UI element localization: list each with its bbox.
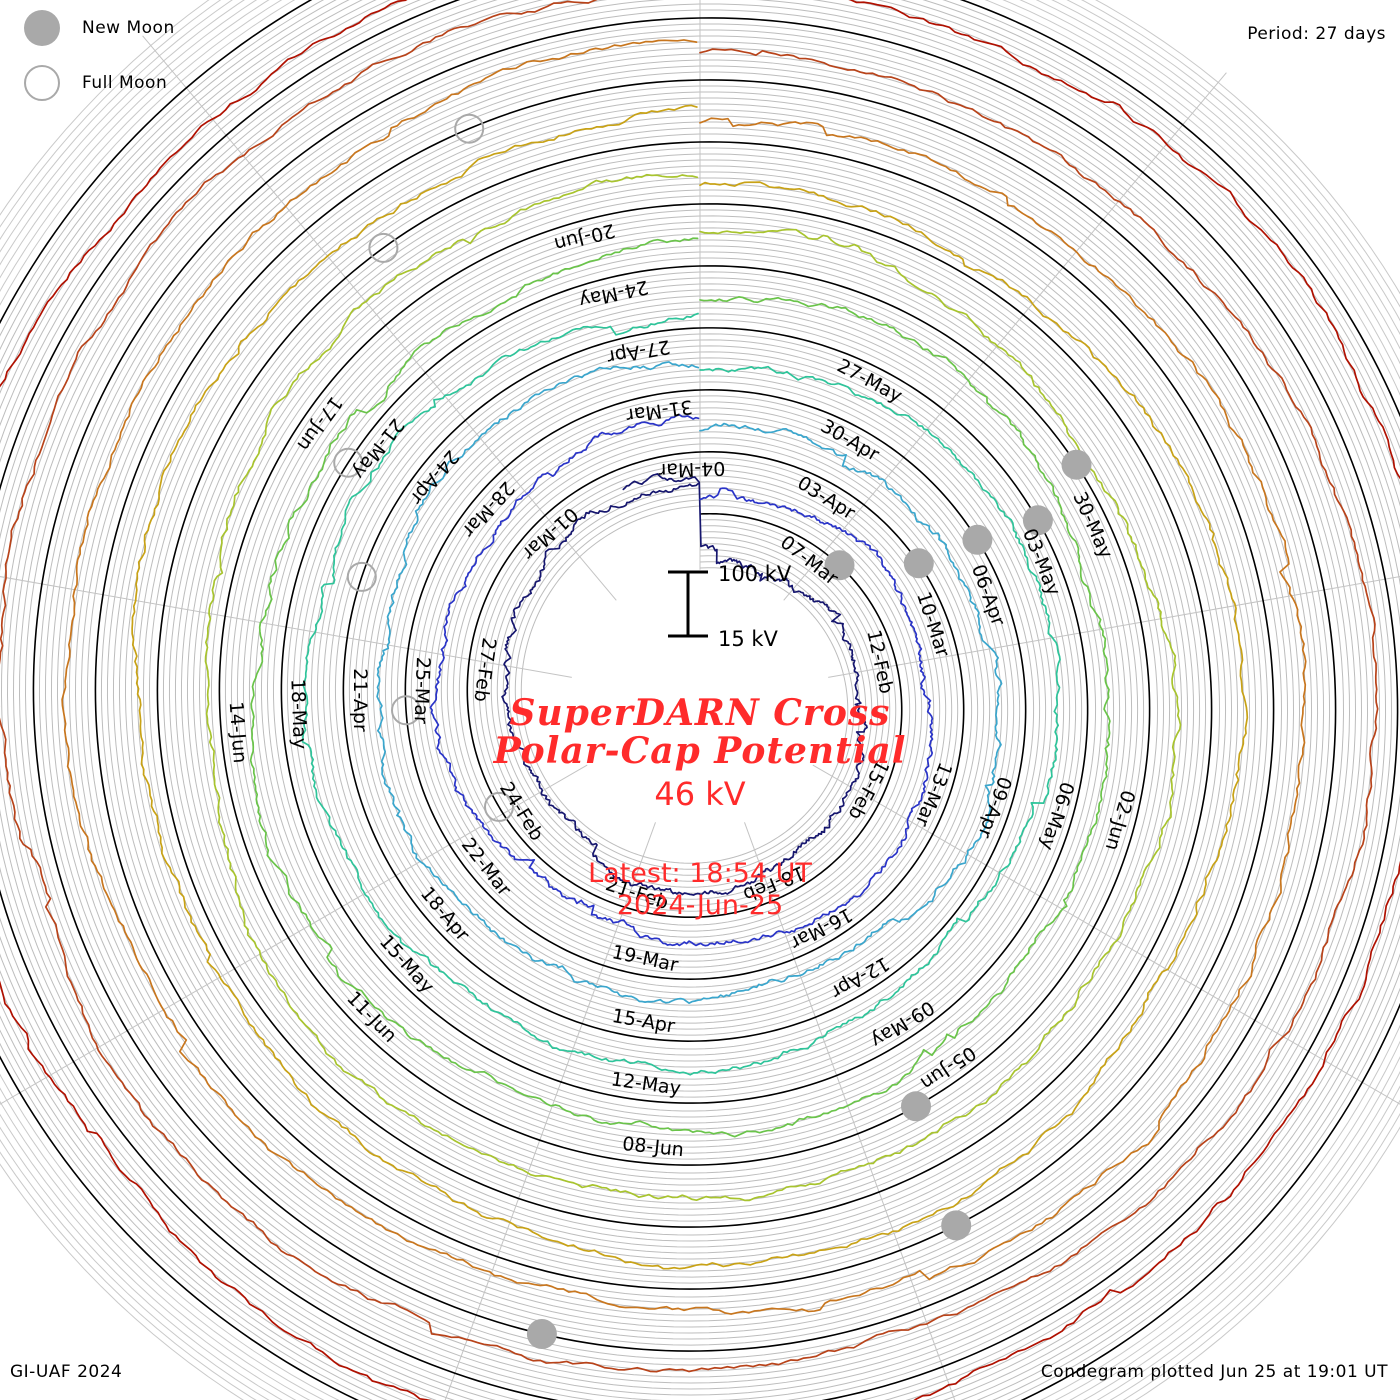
scale-bar [668, 570, 708, 638]
date-label: 21-Apr [349, 668, 371, 732]
legend-label-full-moon: Full Moon [82, 73, 168, 93]
page-title-line1: SuperDARN Cross [509, 692, 891, 734]
period-label: Period: 27 days [1247, 24, 1386, 44]
scale-max-label: 100 kV [718, 562, 792, 586]
date-label: 12-Feb [862, 628, 897, 696]
legend-label-new-moon: New Moon [82, 18, 175, 38]
current-value: 46 kV [654, 775, 746, 813]
new-moon-icon [24, 10, 60, 46]
date-label: 20-Jun [552, 219, 617, 255]
page-title-line2: Polar-Cap Potential [493, 730, 907, 772]
date-label: 10-Mar [912, 589, 954, 660]
date-label: 19-Mar [610, 941, 680, 976]
legend-item-new-moon: New Moon [24, 10, 175, 46]
date-label: 14-Jun [225, 701, 251, 764]
date-label: 25-Mar [410, 657, 434, 725]
latest-date: 2024-Jun-25 [616, 890, 784, 921]
plotted-timestamp-label: Condegram plotted Jun 25 at 19:01 UT [1040, 1362, 1388, 1382]
date-label: 18-May [286, 678, 310, 749]
credit-label: GI-UAF 2024 [10, 1362, 123, 1382]
full-moon-icon [24, 65, 60, 101]
date-label: 11-Jun [342, 987, 401, 1047]
legend-item-full-moon: Full Moon [24, 65, 167, 101]
latest-time: Latest: 18:54 UT [588, 858, 812, 889]
date-label: 08-Jun [621, 1133, 685, 1161]
date-label: 04-Mar [658, 457, 726, 481]
moon-markers [333, 113, 1092, 1349]
scale-min-label: 15 kV [718, 627, 778, 651]
date-label: 24-May [577, 276, 650, 312]
